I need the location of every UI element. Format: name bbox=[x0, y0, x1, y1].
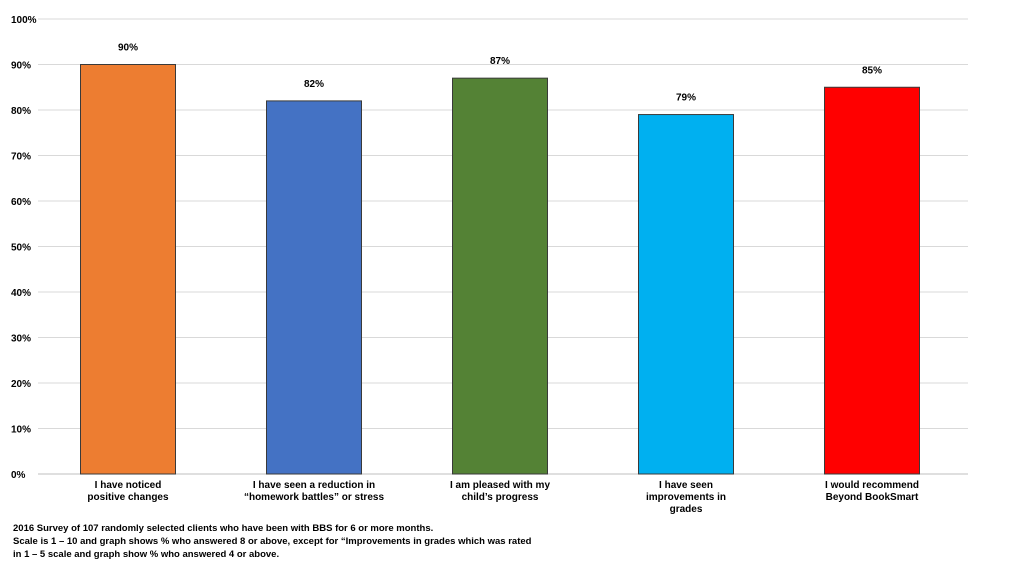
data-label: 85% bbox=[862, 65, 882, 76]
category-label-line: I am pleased with my bbox=[450, 480, 550, 491]
y-tick-label: 30% bbox=[11, 334, 31, 345]
data-label: 79% bbox=[676, 93, 696, 104]
category-label-line: grades bbox=[670, 504, 703, 515]
y-tick-label: 60% bbox=[11, 197, 31, 208]
footnote-line-1: 2016 Survey of 107 randomly selected cli… bbox=[13, 523, 434, 534]
bar bbox=[266, 100, 362, 475]
category-label: I have noticed positive changes bbox=[87, 480, 169, 503]
category-label-line: I have seen a reduction in bbox=[253, 480, 375, 491]
category-label: I have seen improvements in grades bbox=[646, 480, 726, 515]
bar bbox=[824, 86, 920, 475]
data-label: 87% bbox=[490, 56, 510, 67]
data-labels: 90% 82% 87% 79% 85% bbox=[118, 43, 882, 104]
category-label-line: “homework battles” or stress bbox=[244, 492, 384, 503]
bars bbox=[80, 64, 920, 475]
category-label-line: I have seen bbox=[659, 480, 713, 491]
category-label: I would recommend Beyond BookSmart bbox=[825, 480, 919, 503]
y-tick-label: 70% bbox=[11, 152, 31, 163]
x-axis: I have noticed positive changes I have see… bbox=[87, 480, 919, 515]
survey-footnote: 2016 Survey of 107 randomly selected cli… bbox=[13, 522, 573, 561]
bar bbox=[452, 77, 548, 475]
category-label-line: child’s progress bbox=[462, 492, 539, 503]
y-tick-label: 80% bbox=[11, 106, 31, 117]
bar bbox=[80, 64, 176, 475]
category-label: I have seen a reduction in “homework batt… bbox=[244, 480, 384, 503]
category-label-line: improvements in bbox=[646, 492, 726, 503]
category-label-line: positive changes bbox=[87, 492, 169, 503]
y-tick-label: 50% bbox=[11, 243, 31, 254]
category-label-line: I would recommend bbox=[825, 480, 919, 491]
category-label-line: Beyond BookSmart bbox=[826, 492, 919, 503]
data-label: 82% bbox=[304, 79, 324, 90]
category-label-line: I have noticed bbox=[95, 480, 162, 491]
y-tick-label: 100% bbox=[11, 15, 37, 26]
bar-chart: 0% 10% 20% 30% 40% 50% 60% 70% 80% 90% 100% 90% 82%… bbox=[11, 15, 968, 515]
y-axis: 0% 10% 20% 30% 40% 50% 60% 70% 80% 90% 100% bbox=[11, 15, 37, 481]
footnote-line-2: Scale is 1 – 10 and graph shows % who an… bbox=[13, 536, 532, 547]
category-label: I am pleased with my child’s progress bbox=[450, 480, 550, 503]
y-tick-label: 0% bbox=[11, 470, 26, 481]
bar bbox=[638, 114, 734, 475]
data-label: 90% bbox=[118, 43, 138, 54]
y-tick-label: 90% bbox=[11, 61, 31, 72]
y-tick-label: 20% bbox=[11, 379, 31, 390]
footnote-line-3: in 1 – 5 scale and graph show % who answ… bbox=[13, 549, 280, 560]
y-tick-label: 10% bbox=[11, 425, 31, 436]
y-tick-label: 40% bbox=[11, 288, 31, 299]
